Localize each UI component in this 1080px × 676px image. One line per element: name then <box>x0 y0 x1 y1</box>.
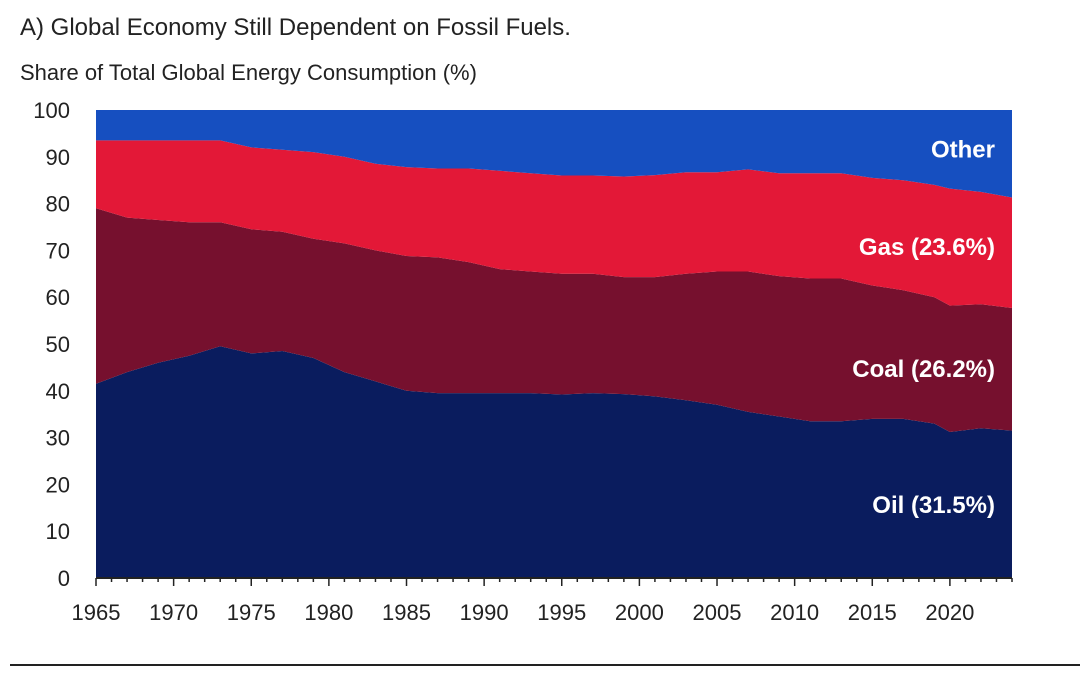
x-tick-label: 2020 <box>925 600 974 625</box>
y-tick-label: 30 <box>46 426 70 451</box>
x-axis: 1965 1970 1975 1980 1985 1990 1995 2000 2005 2010… <box>72 577 1013 625</box>
y-tick-label: 0 <box>58 566 70 591</box>
x-tick-label: 1985 <box>382 600 431 625</box>
y-tick-label: 40 <box>46 379 70 404</box>
x-tick-label: 1995 <box>537 600 586 625</box>
series-label-coal: Coal (26.2%) <box>852 356 995 383</box>
x-tick-label: 2010 <box>770 600 819 625</box>
series-labels: Oil (31.5%) Coal (26.2%) Gas (23.6%) Other <box>852 136 995 519</box>
y-tick-label: 20 <box>46 472 70 497</box>
x-tick-label: 1975 <box>227 600 276 625</box>
area-gas <box>96 140 1012 308</box>
series-label-other: Other <box>931 136 995 163</box>
bottom-divider <box>10 664 1080 666</box>
x-tick-label: 1970 <box>149 600 198 625</box>
y-tick-label: 50 <box>46 332 70 357</box>
y-tick-label: 80 <box>46 192 70 217</box>
chart-subtitle: Share of Total Global Energy Consumption… <box>20 60 477 85</box>
area-other <box>96 110 1012 198</box>
x-tick-label: 1990 <box>460 600 509 625</box>
x-tick-label: 1980 <box>304 600 353 625</box>
y-axis: 0 10 20 30 40 50 60 70 80 90 100 <box>33 98 70 591</box>
area-layer <box>96 110 1012 578</box>
y-tick-label: 90 <box>46 145 70 170</box>
x-tick-label: 2005 <box>693 600 742 625</box>
y-tick-label: 70 <box>46 238 70 263</box>
y-tick-label: 60 <box>46 285 70 310</box>
area-oil <box>96 346 1012 578</box>
y-tick-label: 10 <box>46 519 70 544</box>
chart-title: A) Global Economy Still Dependent on Fos… <box>20 14 571 41</box>
x-tick-label: 2015 <box>848 600 897 625</box>
x-tick-label: 2000 <box>615 600 664 625</box>
series-label-gas: Gas (23.6%) <box>859 234 995 261</box>
x-tick-label: 1965 <box>72 600 121 625</box>
series-label-oil: Oil (31.5%) <box>872 492 995 519</box>
y-tick-label: 100 <box>33 98 70 123</box>
area-coal <box>96 208 1012 432</box>
